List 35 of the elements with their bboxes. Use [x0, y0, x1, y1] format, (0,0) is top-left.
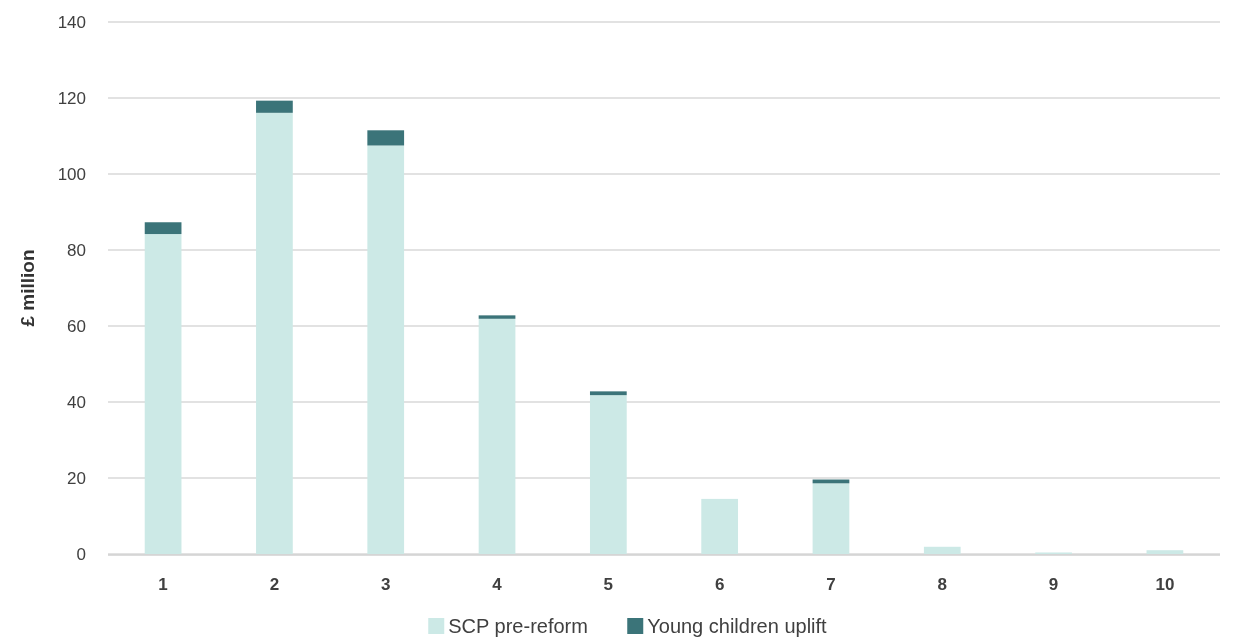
x-tick-label: 9: [1048, 575, 1059, 594]
legend-label: Young children uplift: [647, 615, 828, 637]
bar: [923, 546, 961, 554]
bar: [256, 112, 293, 554]
y-axis-title: £ million: [17, 249, 38, 327]
x-tick-label: 6: [714, 575, 725, 594]
y-tick-label: 20: [67, 468, 86, 488]
x-tick-label: 3: [380, 575, 391, 594]
y-tick-label: 80: [67, 240, 86, 260]
y-tick-label: 140: [57, 12, 86, 32]
x-tick-label: 8: [937, 575, 948, 594]
x-tick-label: 5: [603, 575, 614, 594]
bar: [256, 100, 293, 113]
bar: [144, 234, 182, 554]
bar: [812, 483, 850, 554]
bar: [589, 395, 627, 554]
bar: [478, 315, 516, 319]
y-tick-label: 60: [67, 316, 86, 336]
bar: [367, 130, 405, 146]
x-tick-label: 7: [826, 575, 836, 594]
y-tick-label: 40: [67, 392, 86, 412]
x-tick-label: 1: [158, 575, 168, 594]
x-tick-label: 4: [492, 575, 503, 594]
legend-label: SCP pre-reform: [448, 615, 588, 637]
bar: [478, 318, 516, 554]
bar: [701, 498, 739, 554]
y-tick-label: 100: [57, 164, 86, 184]
y-tick-label: 120: [57, 88, 86, 108]
bar: [1146, 550, 1184, 554]
bar: [144, 222, 182, 235]
bar: [367, 145, 405, 554]
y-tick-label: 0: [76, 544, 86, 564]
bar: [589, 391, 627, 396]
x-tick-label: 10: [1155, 575, 1175, 594]
x-tick-label: 2: [269, 575, 280, 594]
